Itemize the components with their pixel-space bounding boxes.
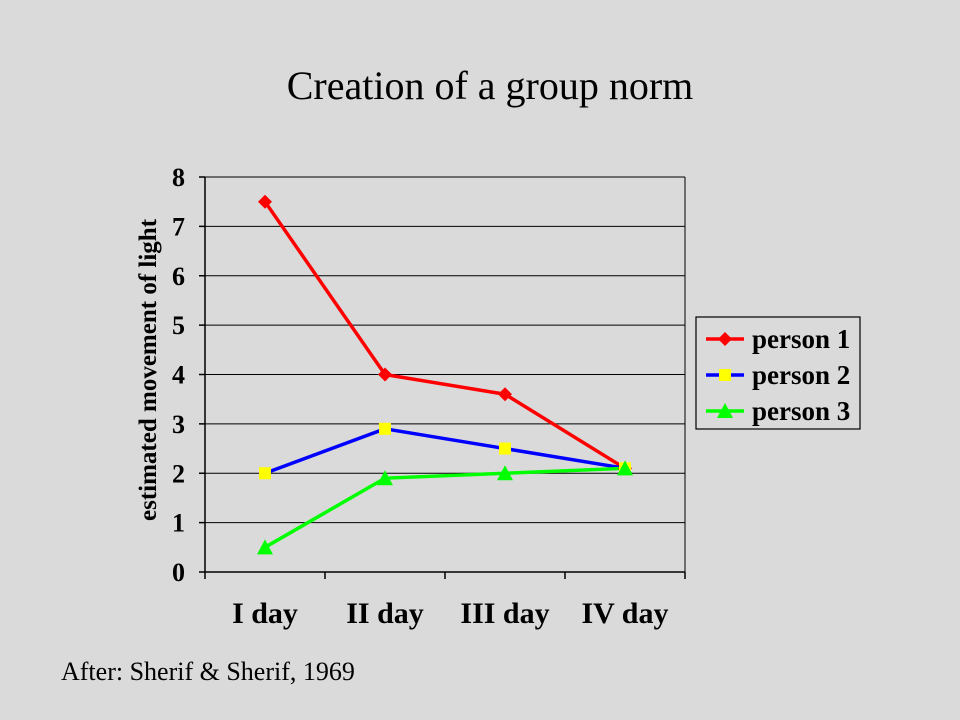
y-tick-label: 0 — [172, 558, 185, 587]
data-point-person-2 — [499, 442, 511, 455]
legend-label: person 2 — [752, 360, 850, 390]
data-point-person-1 — [258, 194, 272, 209]
x-tick-label: III day — [460, 597, 549, 630]
series-line-person-2 — [264, 427, 626, 475]
source-caption: After: Sherif & Sherif, 1969 — [61, 657, 355, 686]
legend-label: person 1 — [752, 324, 850, 354]
data-point-person-3 — [257, 539, 273, 555]
y-tick-label: 7 — [172, 212, 185, 241]
data-point-person-2 — [259, 467, 271, 480]
slide-title: Creation of a group norm — [286, 63, 694, 108]
y-tick-label: 1 — [172, 509, 185, 538]
data-point-person-1 — [498, 387, 512, 402]
data-point-person-2 — [379, 422, 391, 435]
data-point-person-3 — [497, 465, 513, 481]
legend-marker — [718, 332, 732, 346]
y-tick-label: 6 — [172, 262, 185, 291]
data-point-person-3 — [617, 460, 633, 476]
data-point-person-3 — [377, 470, 393, 486]
y-tick-label: 3 — [172, 410, 185, 439]
legend-marker — [719, 369, 731, 381]
legend-label: person 3 — [752, 396, 850, 426]
x-tick-label: II day — [346, 597, 424, 630]
series-line-person-1 — [263, 200, 626, 470]
x-tick-label: I day — [232, 597, 298, 630]
y-tick-label: 4 — [172, 361, 185, 390]
y-tick-label: 5 — [172, 311, 185, 340]
y-tick-label: 8 — [172, 163, 185, 192]
y-axis-label: estimated movement of light — [135, 218, 162, 521]
x-tick-label: IV day — [582, 597, 669, 630]
data-point-person-1 — [378, 367, 392, 382]
y-tick-label: 2 — [172, 459, 185, 488]
legend-marker — [717, 403, 733, 418]
series-line-person-3 — [264, 466, 626, 549]
